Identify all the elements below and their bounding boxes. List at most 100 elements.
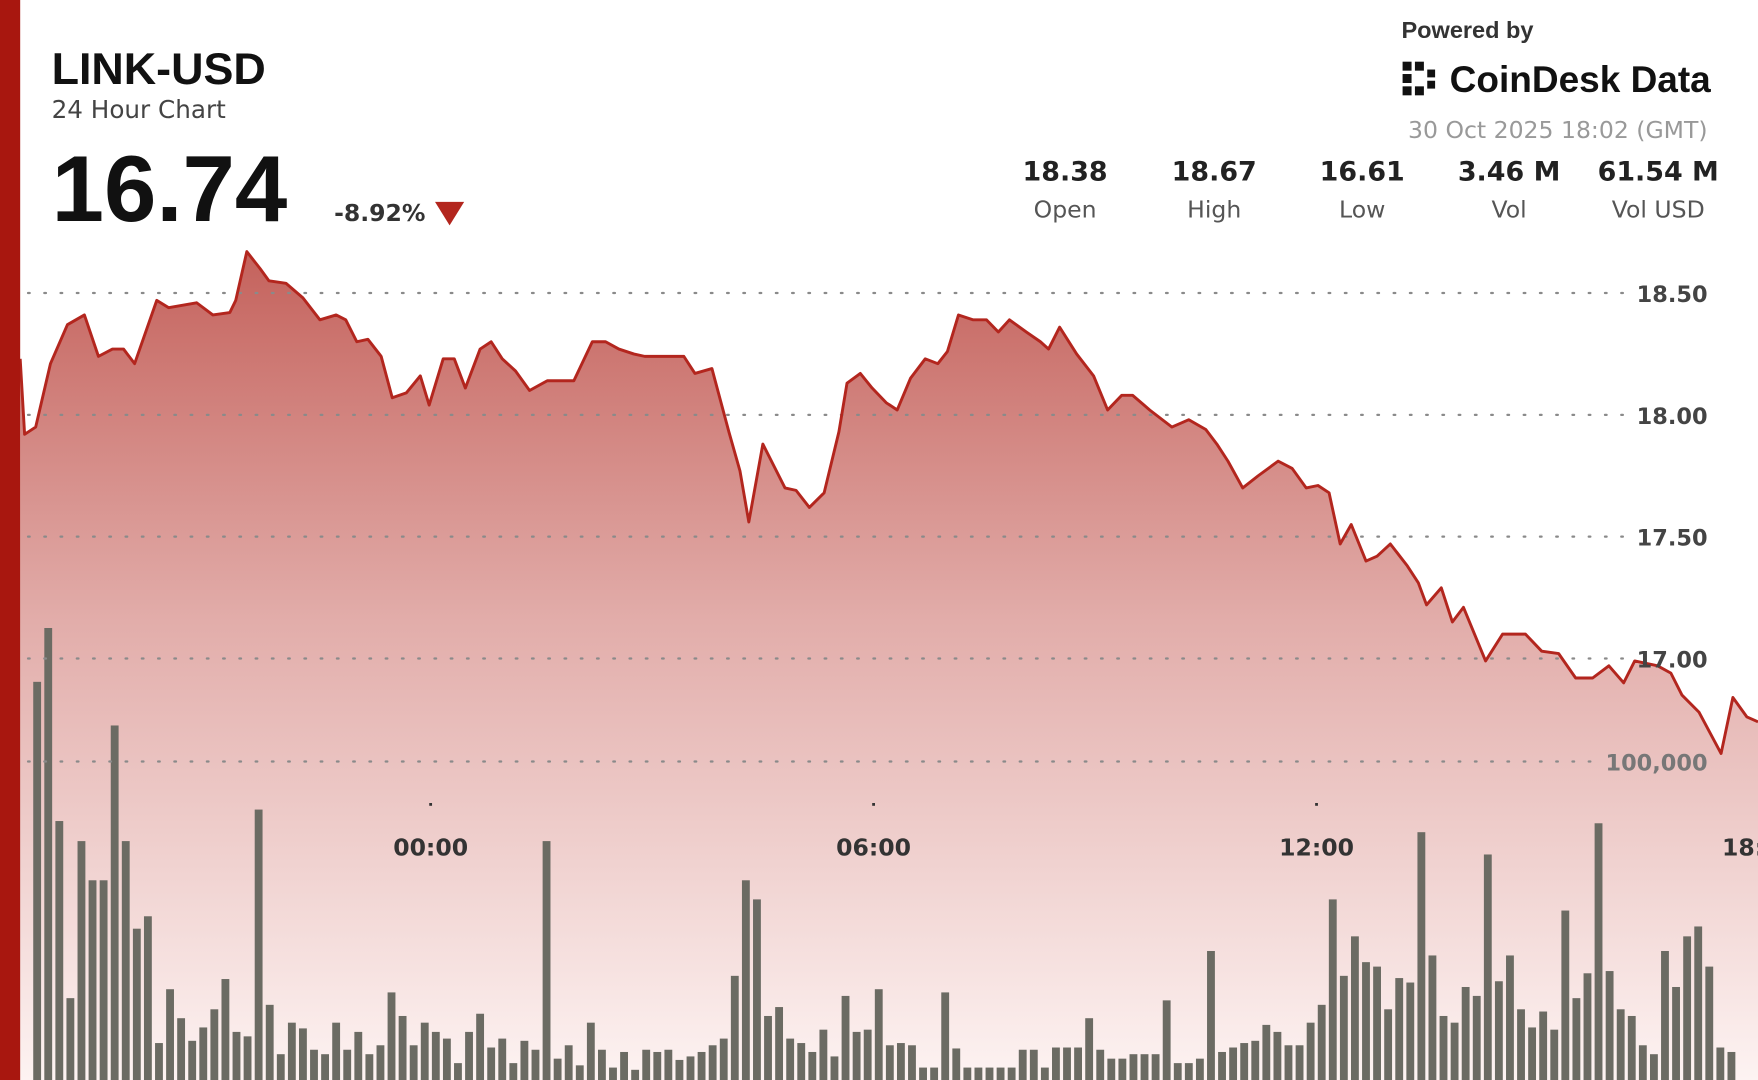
volume-bar bbox=[509, 1063, 518, 1080]
volume-bar bbox=[498, 1038, 507, 1080]
volume-bar bbox=[1694, 926, 1703, 1080]
volume-bar bbox=[1107, 1058, 1116, 1080]
volume-bar bbox=[243, 1036, 252, 1080]
volume-bar bbox=[1251, 1040, 1260, 1080]
volume-bar bbox=[786, 1038, 795, 1080]
x-tick-label: 18:00 bbox=[1722, 834, 1758, 862]
volume-bar bbox=[299, 1028, 307, 1080]
volume-bar bbox=[454, 1063, 462, 1080]
volume-bar bbox=[254, 809, 263, 1080]
stat-value: 16.61 bbox=[1320, 157, 1405, 188]
volume-bar bbox=[775, 1007, 784, 1080]
volume-bar bbox=[1572, 998, 1581, 1080]
volume-bar bbox=[66, 998, 75, 1080]
volume-bar bbox=[409, 1045, 418, 1080]
stat-value: 3.46 M bbox=[1458, 157, 1561, 188]
volume-bar bbox=[586, 1022, 595, 1080]
volume-bar bbox=[1461, 986, 1470, 1080]
volume-bar bbox=[166, 989, 174, 1080]
volume-bar bbox=[431, 1031, 440, 1080]
volume-bar bbox=[232, 1031, 241, 1080]
stat-label: Low bbox=[1339, 196, 1385, 224]
volume-bar bbox=[1007, 1067, 1016, 1080]
volume-bar bbox=[930, 1067, 939, 1080]
volume-bar bbox=[365, 1054, 374, 1080]
volume-bar bbox=[797, 1043, 806, 1080]
volume-bar bbox=[121, 841, 130, 1080]
volume-bar bbox=[287, 1022, 296, 1080]
volume-bar bbox=[1439, 1015, 1448, 1080]
volume-bar bbox=[1284, 1045, 1293, 1080]
volume-bar bbox=[1705, 966, 1714, 1080]
volume-bar bbox=[631, 1069, 640, 1080]
volume-bar bbox=[177, 1018, 186, 1080]
volume-bar bbox=[1483, 854, 1492, 1080]
volume-bar bbox=[1362, 962, 1370, 1080]
volume-bar bbox=[1162, 1000, 1171, 1080]
volume-bar bbox=[1173, 1063, 1182, 1080]
volume-bar bbox=[1295, 1045, 1304, 1080]
volume-bar bbox=[1616, 1009, 1625, 1080]
volume-bar bbox=[664, 1049, 673, 1080]
volume-bar bbox=[1195, 1058, 1204, 1080]
volume-bar bbox=[1118, 1058, 1127, 1080]
volume-bar bbox=[1207, 950, 1215, 1080]
volume-bar bbox=[852, 1031, 861, 1080]
volume-bar bbox=[1328, 899, 1337, 1080]
volume-bar bbox=[863, 1029, 872, 1080]
volume-bar bbox=[1727, 1051, 1736, 1080]
volume-bar bbox=[1605, 971, 1614, 1080]
volume-bar bbox=[642, 1049, 651, 1080]
volume-bar bbox=[1074, 1047, 1082, 1080]
volume-bar bbox=[919, 1067, 927, 1080]
volume-bar bbox=[88, 880, 97, 1080]
stat-label: Vol bbox=[1491, 196, 1526, 224]
stat-label: Vol USD bbox=[1612, 196, 1705, 224]
y-tick-label: 17.00 bbox=[1637, 647, 1708, 673]
volume-bar bbox=[963, 1067, 972, 1080]
volume-bar bbox=[210, 1009, 219, 1080]
volume-bar bbox=[974, 1067, 983, 1080]
volume-bar bbox=[1040, 1067, 1049, 1080]
volume-bar bbox=[1339, 975, 1348, 1080]
volume-bar bbox=[1240, 1043, 1249, 1080]
volume-bar bbox=[1649, 1054, 1658, 1080]
volume-bar bbox=[1494, 981, 1503, 1080]
volume-bar bbox=[99, 880, 108, 1080]
volume-bar bbox=[1350, 936, 1359, 1080]
volume-bar bbox=[874, 989, 883, 1080]
volume-bar bbox=[741, 880, 750, 1080]
brand-logo bbox=[1402, 61, 1436, 96]
x-tick-label: 06:00 bbox=[836, 834, 911, 862]
timestamp: 30 Oct 2025 18:02 (GMT) bbox=[1408, 116, 1707, 144]
volume-bar bbox=[55, 821, 64, 1080]
x-tick-label: 12:00 bbox=[1279, 834, 1354, 862]
volume-bar bbox=[908, 1045, 916, 1080]
volume-bar bbox=[487, 1047, 496, 1080]
volume-bar bbox=[1517, 1009, 1525, 1080]
volume-bar bbox=[885, 1045, 894, 1080]
volume-bar bbox=[1306, 1022, 1315, 1080]
volume-bar bbox=[310, 1049, 318, 1080]
volume-bar bbox=[764, 1015, 772, 1080]
volume-bar bbox=[321, 1054, 329, 1080]
powered-by: Powered by bbox=[1401, 17, 1533, 43]
accent-bar bbox=[0, 0, 21, 1080]
volume-bar bbox=[808, 1051, 817, 1080]
volume-bar bbox=[609, 1067, 617, 1080]
stat-value: 61.54 M bbox=[1598, 157, 1719, 188]
volume-bar bbox=[564, 1045, 573, 1080]
volume-bar bbox=[1229, 1047, 1238, 1080]
volume-bar bbox=[1406, 982, 1415, 1080]
y-tick-label: 18.00 bbox=[1637, 404, 1708, 430]
volume-bar bbox=[1140, 1054, 1149, 1080]
stat-value: 18.38 bbox=[1023, 157, 1108, 188]
y-tick-label: 18.50 bbox=[1637, 282, 1708, 308]
volume-bar bbox=[675, 1059, 684, 1080]
volume-bar bbox=[1506, 955, 1514, 1080]
subtitle: 24 Hour Chart bbox=[52, 95, 227, 124]
volume-bar bbox=[343, 1049, 352, 1080]
volume-bar bbox=[265, 1004, 274, 1080]
